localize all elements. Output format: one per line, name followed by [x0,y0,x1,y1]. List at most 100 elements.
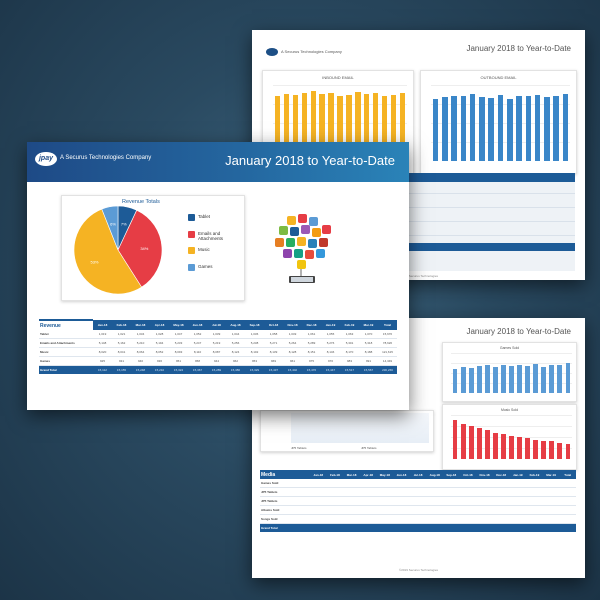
chart-bar [509,366,514,393]
table-row: JP5 Tablets [260,487,576,497]
app-icon [297,260,306,269]
revenue-pie-chart: 7% 34% 53% 6% [73,205,163,295]
chart-title: INBOUND EMAIL [322,75,354,80]
chart-bar [497,94,504,161]
app-icon [275,238,284,247]
chart-bar [533,439,539,459]
pie-slice-label: 6% [110,222,116,227]
app-icon [287,216,296,225]
revenue-totals-panel: Revenue Totals 7% 34% 53% 6% Tablet Emails … [61,195,245,301]
chart-bar [525,96,532,161]
chart-bar [460,423,466,459]
chart-bar [337,95,343,161]
pie-slice-emails-and-attachments [117,209,163,288]
panel-title: Revenue Totals [122,199,160,205]
chart-bar [301,93,307,161]
chart-bar [274,96,281,161]
top-table-header [262,173,575,182]
gridline [451,363,572,364]
app-icon [308,239,317,248]
legend-swatch-tablet [188,214,195,221]
chart-bar [488,97,494,161]
pie-slice-label: 53% [90,259,98,264]
chart-bar [355,91,361,161]
chart-bar [509,435,514,459]
chart-bar [484,429,490,459]
chart-bar [565,363,571,393]
top-table-total-row [262,243,575,251]
media-table: Media Jan-18 Feb-18 Mar-18 Apr-18 May-18… [260,470,576,532]
app-icon [319,238,328,247]
table-row: JP5 Tablets [260,496,576,506]
report-title: January 2018 to Year-to-Date [225,153,395,168]
chart-bar [533,364,539,393]
games-plot-area [451,353,572,393]
legend-swatch-music [188,247,195,254]
chart-bar [544,97,550,161]
app-icons-illustration [275,214,331,283]
chart-bar [460,367,466,393]
app-icon [294,249,303,258]
chart-bar [516,95,522,161]
jpay-logo: jpay [35,152,57,166]
outbound-plot-area [431,85,570,161]
chart-bar [390,94,397,161]
chart-bar [319,94,325,161]
chart-bar [346,94,352,161]
chart-bar [557,365,563,393]
chart-bar [452,369,458,393]
chart-bar [549,441,555,459]
app-icon [316,249,325,258]
chart-bar [549,365,555,393]
chart-title: Games Sold [499,346,520,350]
chart-bar [479,97,485,161]
pie-slice-label: 34% [140,246,148,251]
table-row: Emails and Attachments 5,148 5,162 5,210 5,1… [39,338,397,348]
outbound-email-chart: OUTBOUND EMAIL [420,70,577,174]
games-sold-chart: Games Sold [442,342,577,402]
chart-bar [460,96,467,161]
table-row: Games 925 931 940 936 951 958 944 962 953 969 961 97… [39,356,397,366]
legend-swatch-emails [188,231,195,238]
chart-bar [562,94,569,161]
chart-title: OUTBOUND EMAIL [480,75,517,80]
chart-bar [292,94,298,161]
app-icon [322,225,331,234]
chart-bar [517,364,522,393]
app-icon [279,226,288,235]
chart-bar [557,442,563,459]
chart-title: Music Sold [500,408,519,412]
chart-bar [468,367,474,393]
chart-bar [541,366,547,393]
company-name-small: A Securus Technologies Company [281,49,342,54]
legend-label: Tablet [198,214,211,219]
pie-slice-music [73,208,142,295]
legend-item: JP5 Tablets [361,446,377,450]
gridline [431,85,570,86]
table-row: Games Sold [260,479,576,488]
total-row: Grand Total [260,523,576,532]
app-icon [286,238,295,247]
revenue-table-header: Revenue [39,319,93,330]
app-icon [297,237,306,246]
app-icon [309,217,318,226]
table-row: Tablet 1,019 1,021 1,034 1,028 1,047 1,052 1,03… [39,330,397,339]
app-icon [305,250,314,259]
page-title: January 2018 to Year-to-Date [466,44,571,53]
jpay-logo-small [266,48,278,56]
tablets-chart: JP5 Tablets JP5 Tablets [260,410,434,452]
chart-bar [452,420,458,459]
chart-bar [399,92,406,161]
music-plot-area [451,415,572,459]
legend-label: Emails and Attachments [198,231,224,241]
chart-bar [501,365,506,393]
company-name: A Securus Technologies Company [60,155,152,161]
chart-bar [476,428,482,459]
gridline [451,426,572,427]
media-table-header: Media [260,470,310,479]
chart-bar [492,366,498,393]
chart-bar [534,94,541,161]
chart-bar [373,93,379,161]
chart-bar [525,365,531,393]
app-icon [283,249,292,258]
